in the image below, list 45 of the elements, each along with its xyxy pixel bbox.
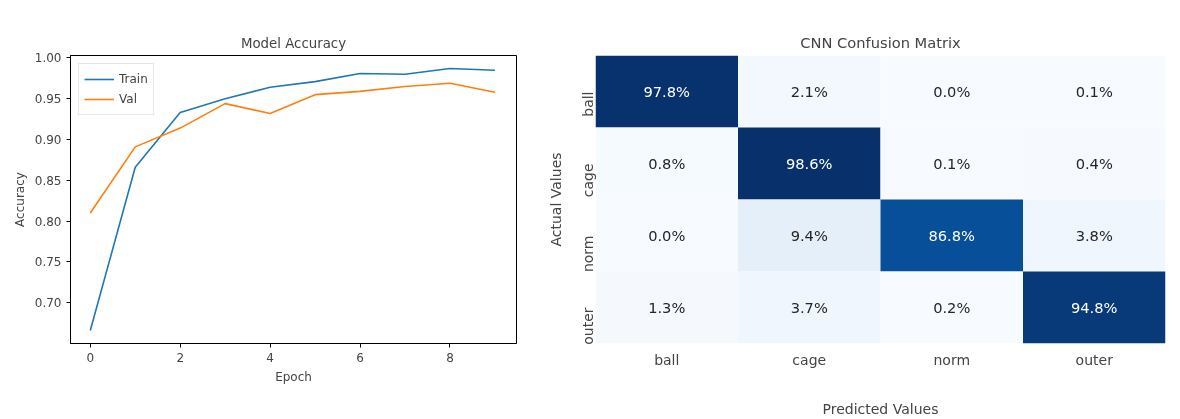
chart-title: Model Accuracy (240, 35, 347, 51)
x-tick-label: outer (1075, 351, 1114, 368)
y-tick-label: 0.70 (34, 296, 62, 311)
x-tick-label: cage (792, 351, 827, 368)
y-tick-label: 1.00 (34, 51, 62, 66)
data-label: 0.0% (648, 227, 686, 244)
y-tick-label: 0.85 (34, 173, 62, 188)
data-label: 9.4% (790, 227, 828, 244)
data-label: 3.8% (1075, 227, 1113, 244)
data-label: 86.8% (928, 227, 976, 244)
data-label: 3.7% (790, 299, 828, 316)
line-series (89, 67, 496, 332)
y-tick-label: ball (579, 91, 596, 117)
data-label: 98.6% (785, 155, 833, 172)
data-label: 0.4% (1075, 155, 1113, 172)
chart-title: CNN Confusion Matrix (800, 33, 962, 51)
data-label: 94.8% (1070, 299, 1118, 316)
data-label: 1.3% (648, 299, 686, 316)
x-tick-label: 4 (266, 350, 274, 365)
y-tick-label: 0.95 (34, 92, 62, 107)
y-axis-title: Accuracy (12, 172, 27, 227)
x-tick-label: 2 (176, 350, 185, 365)
data-label: 0.0% (933, 83, 971, 100)
x-axis-title: Epoch (275, 369, 312, 384)
x-tick-label: norm (933, 351, 971, 368)
x-tick-label: 6 (356, 350, 364, 365)
x-tick-label: 8 (446, 350, 454, 365)
y-tick-label: 0.80 (34, 214, 62, 229)
y-tick-label: 0.75 (34, 255, 62, 270)
data-label: 0.1% (933, 155, 971, 172)
legend-label: Train (119, 72, 148, 86)
data-label: 0.1% (1075, 83, 1113, 100)
x-tick-label: ball (654, 351, 680, 368)
x-axis-title: Predicted Values (822, 400, 939, 417)
y-tick-label: cage (579, 163, 596, 198)
data-label: 97.8% (643, 83, 691, 100)
x-tick-label: 0 (86, 350, 95, 365)
data-label: 2.1% (790, 83, 828, 100)
y-axis-title: Actual Values (547, 152, 564, 247)
data-label: 0.2% (933, 299, 971, 316)
y-tick-label: 0.90 (34, 133, 62, 148)
y-tick-label: norm (579, 235, 596, 273)
legend-label: Val (119, 92, 138, 106)
data-label: 0.8% (648, 155, 686, 172)
line-series (89, 82, 496, 214)
